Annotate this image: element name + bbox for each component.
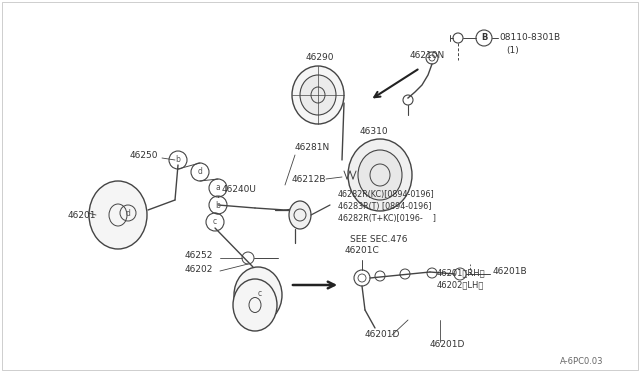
Ellipse shape — [89, 181, 147, 249]
Text: (1): (1) — [506, 45, 519, 55]
Text: 46310: 46310 — [360, 126, 388, 135]
Text: 46201D: 46201D — [430, 340, 465, 349]
Ellipse shape — [292, 66, 344, 124]
Text: a: a — [216, 183, 220, 192]
Text: 46282R(KC)[0894-0196]: 46282R(KC)[0894-0196] — [338, 190, 435, 199]
Text: b: b — [216, 201, 220, 209]
Text: SEE SEC.476: SEE SEC.476 — [350, 235, 408, 244]
Text: 46201C: 46201C — [344, 246, 380, 255]
Text: 08110-8301B: 08110-8301B — [499, 32, 560, 42]
Text: 46201〈RH〉: 46201〈RH〉 — [437, 268, 486, 277]
Text: 46290: 46290 — [306, 52, 335, 61]
Text: c: c — [258, 289, 262, 298]
Text: 46201B: 46201B — [493, 267, 527, 276]
Text: d: d — [125, 208, 131, 218]
Ellipse shape — [300, 75, 336, 115]
Text: b: b — [175, 155, 180, 164]
Ellipse shape — [234, 267, 282, 323]
Text: d: d — [198, 167, 202, 176]
Text: 46202〈LH〉: 46202〈LH〉 — [437, 280, 484, 289]
Text: A-6PC0.03: A-6PC0.03 — [560, 357, 604, 366]
Ellipse shape — [233, 279, 277, 331]
Text: 46210N: 46210N — [410, 51, 445, 61]
Text: 46201D: 46201D — [365, 330, 401, 339]
Text: 46282R(T+KC)[0196-    ]: 46282R(T+KC)[0196- ] — [338, 215, 436, 224]
Ellipse shape — [358, 150, 402, 200]
Text: c: c — [213, 218, 217, 227]
Text: 46202: 46202 — [185, 266, 213, 275]
Text: 46252: 46252 — [185, 250, 213, 260]
Text: 46212B: 46212B — [291, 176, 326, 185]
Ellipse shape — [289, 201, 311, 229]
Text: B: B — [481, 33, 487, 42]
Text: 46250: 46250 — [129, 151, 158, 160]
Text: 46283R(T) [0894-0196]: 46283R(T) [0894-0196] — [338, 202, 431, 212]
Text: 46281N: 46281N — [295, 144, 330, 153]
Ellipse shape — [348, 139, 412, 211]
Text: 46240U: 46240U — [222, 185, 257, 193]
Text: 46201: 46201 — [68, 211, 97, 219]
